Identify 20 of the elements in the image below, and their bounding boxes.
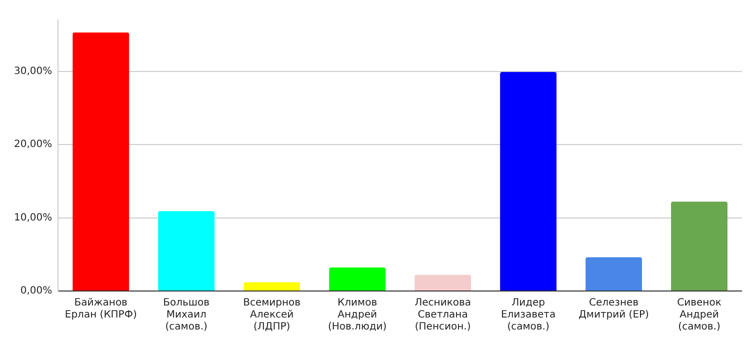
x-tick-label: Всемирнов Алексей (ЛДПР) [243, 298, 301, 333]
x-tick-label: Байжанов Ерлан (КПРФ) [64, 298, 137, 321]
x-tick-label: Климов Андрей (Нов.люди) [328, 298, 387, 333]
bar [72, 32, 130, 290]
bar [500, 72, 556, 290]
y-tick-label: 30,00% [14, 66, 52, 77]
bar [329, 268, 386, 290]
x-tick-label: Сивенок Андрей (самов.) [677, 298, 722, 333]
bar [671, 202, 728, 290]
x-tick-label: Большов Михаил (самов.) [163, 298, 210, 333]
y-tick-label: 20,00% [14, 139, 52, 150]
bar [414, 274, 472, 290]
x-tick-label: Селезнев Дмитрий (ЕР) [578, 298, 650, 321]
bar [586, 257, 642, 290]
bar [244, 282, 300, 290]
y-tick-label: 10,00% [14, 212, 52, 224]
bar [158, 211, 215, 290]
y-tick-label: 0,00% [20, 286, 52, 297]
x-tick-label: Лесникова Светлана (Пенсион.) [414, 298, 471, 333]
x-tick-label: Лидер Елизавета (самов.) [500, 298, 556, 333]
